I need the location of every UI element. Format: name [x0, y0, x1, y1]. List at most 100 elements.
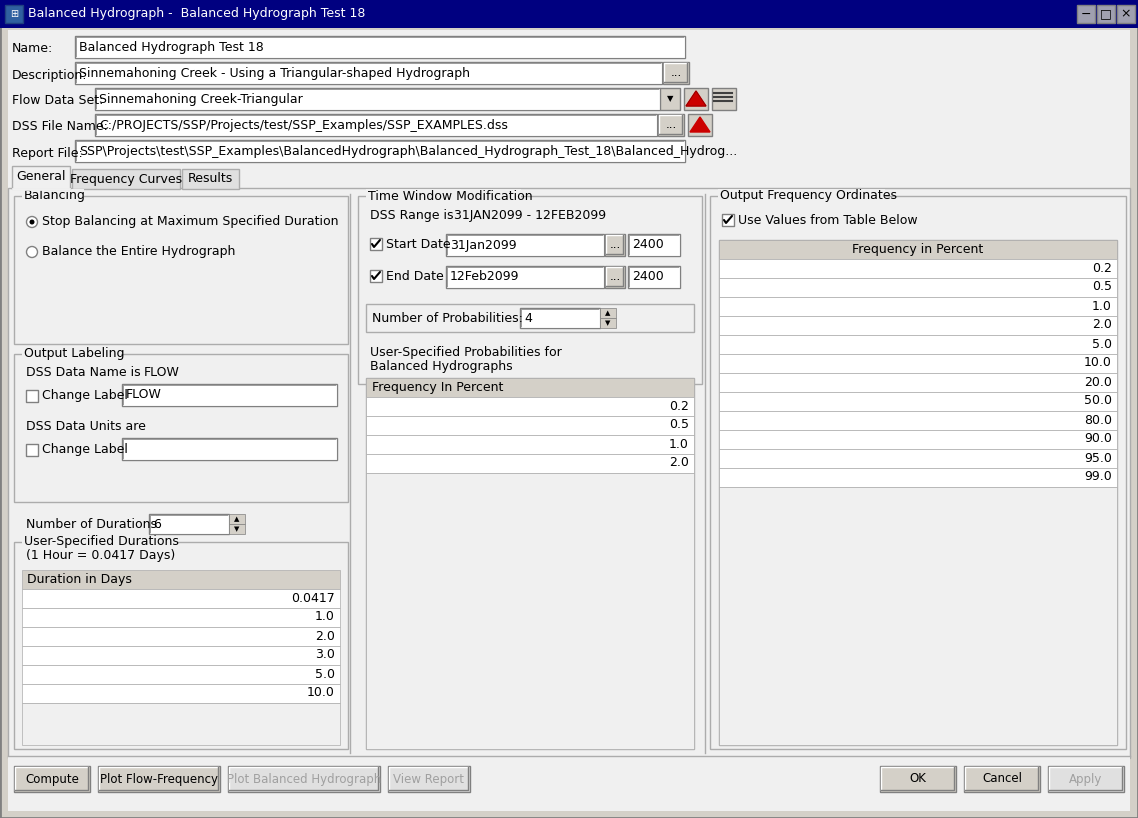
- Bar: [229, 514, 245, 524]
- Bar: [14, 542, 348, 749]
- Bar: [964, 766, 1040, 792]
- Bar: [72, 169, 180, 189]
- Circle shape: [30, 219, 34, 224]
- Text: 2400: 2400: [632, 239, 663, 251]
- Bar: [719, 259, 1118, 278]
- Bar: [1048, 766, 1124, 792]
- Text: 5.0: 5.0: [315, 667, 335, 681]
- Bar: [366, 416, 694, 435]
- Bar: [26, 444, 38, 456]
- Bar: [14, 354, 348, 502]
- Text: 1.0: 1.0: [315, 610, 335, 623]
- Bar: [366, 378, 694, 749]
- Bar: [358, 196, 702, 384]
- Text: ▲: ▲: [234, 516, 240, 522]
- Circle shape: [26, 246, 38, 258]
- Circle shape: [26, 217, 38, 227]
- Bar: [719, 240, 1118, 259]
- Bar: [388, 766, 470, 792]
- Text: Balanced Hydrograph Test 18: Balanced Hydrograph Test 18: [79, 41, 264, 53]
- Text: User-Specified Durations: User-Specified Durations: [24, 536, 179, 549]
- Text: User-Specified Probabilities for: User-Specified Probabilities for: [370, 346, 562, 359]
- Text: Apply: Apply: [1070, 772, 1103, 785]
- Bar: [719, 392, 1118, 411]
- Bar: [229, 524, 245, 534]
- Bar: [22, 627, 340, 646]
- Bar: [366, 378, 694, 397]
- Text: 6: 6: [152, 518, 160, 531]
- Bar: [14, 196, 348, 344]
- Text: General: General: [16, 170, 66, 183]
- Bar: [149, 514, 229, 534]
- Bar: [446, 266, 604, 288]
- Text: 1.0: 1.0: [1092, 299, 1112, 312]
- Text: 31Jan2099: 31Jan2099: [450, 239, 517, 251]
- Text: Name:: Name:: [13, 43, 53, 56]
- Bar: [688, 114, 712, 136]
- Text: DSS Data Name is: DSS Data Name is: [26, 366, 141, 379]
- Bar: [182, 169, 239, 189]
- Bar: [366, 397, 694, 416]
- Bar: [719, 468, 1118, 487]
- Text: 99.0: 99.0: [1085, 470, 1112, 483]
- Text: Change Label: Change Label: [42, 389, 127, 402]
- Text: Sinnemahoning Creek - Using a Triangular-shaped Hydrograph: Sinnemahoning Creek - Using a Triangular…: [79, 66, 470, 79]
- Bar: [719, 335, 1118, 354]
- Bar: [605, 234, 625, 256]
- Bar: [719, 430, 1118, 449]
- Text: ▲: ▲: [605, 310, 611, 316]
- Polygon shape: [686, 91, 706, 106]
- Bar: [228, 766, 380, 792]
- Bar: [13, 166, 71, 189]
- Polygon shape: [690, 117, 710, 132]
- Bar: [718, 189, 885, 203]
- Text: 95.0: 95.0: [1085, 452, 1112, 465]
- Text: FLOW: FLOW: [145, 366, 180, 379]
- Text: ×: ×: [1121, 7, 1131, 20]
- Text: 90.0: 90.0: [1085, 433, 1112, 446]
- Bar: [520, 308, 600, 328]
- Text: Results: Results: [188, 173, 232, 186]
- Bar: [22, 589, 340, 608]
- Text: C:/PROJECTS/SSP/Projects/test/SSP_Examples/SSP_EXAMPLES.dss: C:/PROJECTS/SSP/Projects/test/SSP_Exampl…: [99, 119, 508, 132]
- Bar: [366, 304, 694, 332]
- Text: Start Date: Start Date: [386, 237, 451, 250]
- Bar: [719, 487, 1118, 745]
- Text: Plot Flow-Frequency: Plot Flow-Frequency: [100, 772, 218, 785]
- Text: 2.0: 2.0: [1092, 318, 1112, 331]
- Text: 2400: 2400: [632, 271, 663, 284]
- Bar: [370, 270, 382, 282]
- Bar: [94, 114, 657, 136]
- Text: Number of Durations:: Number of Durations:: [26, 519, 162, 532]
- Bar: [22, 665, 340, 684]
- Text: End Date: End Date: [386, 269, 444, 282]
- Bar: [684, 88, 708, 110]
- Bar: [663, 62, 688, 84]
- Bar: [22, 703, 340, 745]
- Bar: [600, 318, 616, 328]
- Bar: [719, 373, 1118, 392]
- Bar: [712, 88, 736, 110]
- Text: DSS File Name:: DSS File Name:: [13, 120, 108, 133]
- Bar: [8, 188, 1130, 758]
- Text: ...: ...: [609, 239, 620, 251]
- Text: 0.0417: 0.0417: [291, 591, 335, 605]
- Bar: [600, 308, 616, 318]
- Bar: [26, 390, 38, 402]
- Bar: [660, 88, 681, 110]
- Text: Plot Balanced Hydrograph: Plot Balanced Hydrograph: [226, 772, 381, 785]
- Text: ...: ...: [609, 271, 620, 284]
- Bar: [0, 0, 1138, 28]
- Text: 3.0: 3.0: [315, 649, 335, 662]
- Text: Frequency Curves: Frequency Curves: [69, 173, 182, 186]
- Text: Frequency in Percent: Frequency in Percent: [852, 242, 983, 255]
- Text: 10.0: 10.0: [307, 686, 335, 699]
- Bar: [366, 189, 521, 203]
- Bar: [446, 234, 604, 256]
- Bar: [628, 266, 681, 288]
- Text: Output Labeling: Output Labeling: [24, 348, 124, 361]
- Bar: [22, 347, 121, 361]
- Bar: [719, 240, 1118, 745]
- Text: ...: ...: [670, 66, 682, 79]
- Text: 0.2: 0.2: [1092, 262, 1112, 275]
